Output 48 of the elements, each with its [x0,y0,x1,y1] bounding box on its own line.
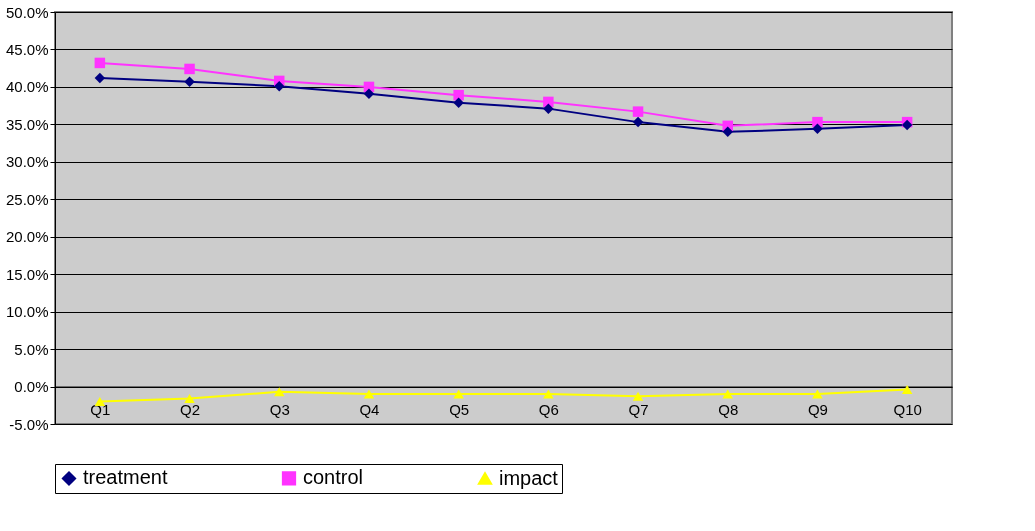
x-tick-label: Q1 [90,401,111,419]
point [632,116,644,128]
point [184,393,195,404]
point [812,116,823,128]
y-tick-label: 15.0% [5,265,49,283]
y-tick-label: 0.0% [14,378,49,396]
y-tick-label: 5.0% [14,340,49,358]
point [812,123,823,135]
point [453,89,464,101]
point [453,389,464,399]
y-tick-label: 30.0% [5,153,49,171]
y-tick-label: -5.0% [9,415,49,433]
y-tick-label: 25.0% [5,190,49,208]
point [632,391,644,401]
point [722,126,733,138]
y-tick-label: 20.0% [5,228,49,246]
point [94,57,106,69]
point [632,106,644,117]
x-tick-label: Q8 [718,401,739,419]
point [543,389,554,399]
y-tick-label: 45.0% [5,40,49,58]
point [812,389,823,399]
legend-label: control [303,466,364,489]
x-tick-label: Q4 [359,401,380,419]
point [453,97,464,108]
x-tick-label: Q2 [180,401,201,419]
point [363,389,375,399]
point [184,63,195,75]
y-tick-label: 50.0% [5,3,49,21]
legend-label: impact [499,466,559,489]
point [94,72,106,84]
y-tick-label: 35.0% [5,115,49,133]
point [543,103,554,114]
y-tick-label: 10.0% [5,303,49,321]
point [722,389,733,399]
x-tick-label: Q10 [893,401,922,419]
x-tick-label: Q5 [449,401,470,419]
legend-label: treatment [83,466,168,489]
point [901,385,913,395]
point [274,387,285,397]
x-tick-label: Q3 [269,401,290,419]
y-tick-label: 40.0% [5,78,49,96]
point [274,80,285,92]
x-tick-label: Q7 [628,401,649,419]
point [363,88,375,99]
x-tick-label: Q9 [807,401,828,419]
x-tick-label: Q6 [538,401,559,419]
point [184,76,195,87]
